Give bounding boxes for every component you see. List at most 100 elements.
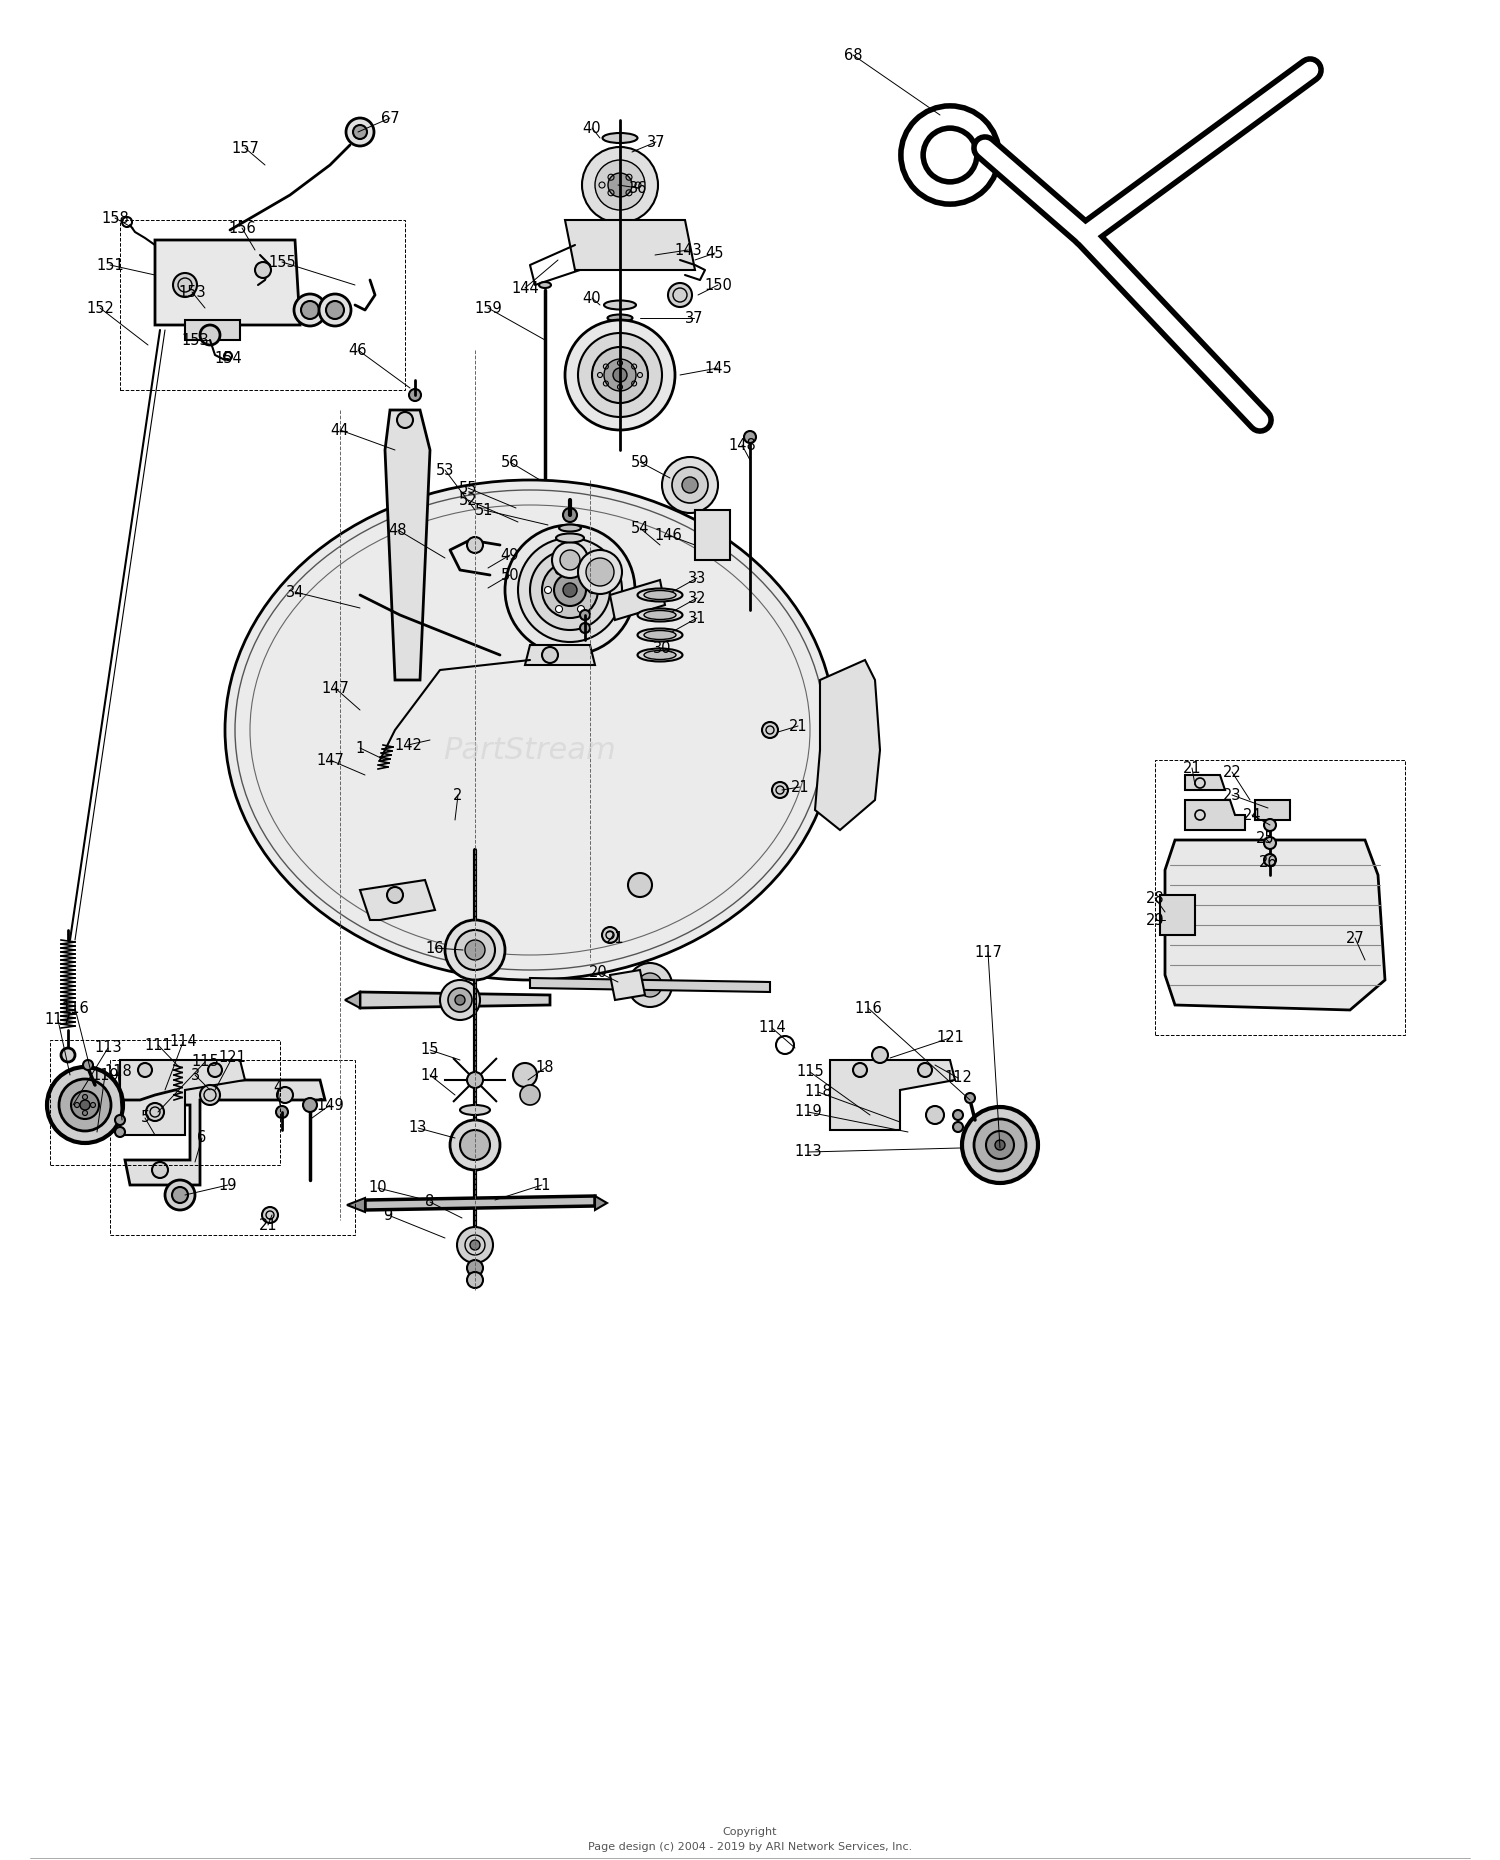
Text: 114: 114 — [758, 1021, 786, 1036]
Circle shape — [90, 1103, 96, 1107]
Circle shape — [552, 541, 588, 578]
Circle shape — [448, 988, 472, 1012]
Circle shape — [303, 1097, 316, 1112]
Polygon shape — [184, 320, 240, 340]
Ellipse shape — [638, 588, 682, 601]
Circle shape — [542, 647, 558, 662]
Text: 21: 21 — [606, 930, 624, 945]
Text: 118: 118 — [104, 1064, 132, 1079]
Polygon shape — [815, 660, 880, 830]
Circle shape — [562, 508, 578, 523]
Circle shape — [352, 125, 368, 140]
Text: 30: 30 — [652, 640, 672, 655]
Text: 21: 21 — [1182, 761, 1202, 776]
Text: 26: 26 — [1258, 854, 1278, 869]
Circle shape — [772, 781, 788, 798]
Circle shape — [544, 586, 552, 593]
Text: 143: 143 — [674, 242, 702, 257]
Circle shape — [200, 1084, 220, 1105]
Text: 40: 40 — [582, 121, 602, 136]
Polygon shape — [154, 240, 300, 326]
Circle shape — [555, 567, 562, 575]
Text: 6: 6 — [198, 1131, 207, 1146]
Circle shape — [962, 1107, 1038, 1183]
Circle shape — [614, 368, 627, 381]
Circle shape — [562, 582, 578, 597]
Circle shape — [628, 963, 672, 1006]
Polygon shape — [596, 1196, 608, 1211]
Polygon shape — [386, 409, 430, 681]
Circle shape — [596, 160, 645, 210]
Polygon shape — [124, 1081, 326, 1185]
Circle shape — [1256, 415, 1264, 424]
Text: 56: 56 — [501, 454, 519, 469]
Text: 153: 153 — [178, 285, 206, 299]
Circle shape — [138, 1064, 152, 1077]
Circle shape — [75, 1103, 80, 1107]
Circle shape — [926, 1107, 944, 1123]
Circle shape — [1251, 411, 1269, 430]
Circle shape — [152, 1162, 168, 1177]
Text: 24: 24 — [1242, 807, 1262, 822]
Text: 156: 156 — [228, 221, 256, 236]
Text: 28: 28 — [1146, 891, 1164, 906]
Circle shape — [582, 147, 658, 223]
Polygon shape — [346, 1198, 364, 1213]
Text: 116: 116 — [62, 1001, 88, 1016]
Text: 114: 114 — [170, 1034, 196, 1049]
Polygon shape — [120, 1060, 244, 1135]
Bar — [120, 219, 405, 391]
Text: 9: 9 — [384, 1207, 393, 1222]
Circle shape — [1264, 837, 1276, 848]
Polygon shape — [610, 971, 645, 1001]
Text: 121: 121 — [936, 1030, 964, 1045]
Ellipse shape — [638, 629, 682, 642]
Circle shape — [668, 283, 692, 307]
Text: 34: 34 — [286, 584, 304, 599]
Ellipse shape — [644, 631, 676, 640]
Circle shape — [592, 348, 648, 404]
Circle shape — [440, 980, 480, 1019]
Text: 21: 21 — [789, 718, 807, 733]
Circle shape — [276, 1107, 288, 1118]
Polygon shape — [345, 991, 360, 1008]
Circle shape — [506, 525, 634, 655]
Text: 118: 118 — [804, 1084, 832, 1099]
Text: 27: 27 — [1346, 930, 1365, 945]
Text: 147: 147 — [321, 681, 350, 696]
Text: 21: 21 — [258, 1218, 278, 1233]
Text: 31: 31 — [688, 610, 706, 625]
Circle shape — [566, 320, 675, 430]
Text: 67: 67 — [381, 110, 399, 125]
Circle shape — [578, 551, 622, 593]
Circle shape — [346, 117, 374, 145]
Text: 4: 4 — [273, 1081, 282, 1096]
Polygon shape — [1256, 800, 1290, 820]
Text: 1: 1 — [356, 740, 364, 755]
Text: 32: 32 — [687, 590, 706, 606]
Text: 11: 11 — [532, 1177, 552, 1192]
Circle shape — [172, 1187, 188, 1203]
Circle shape — [326, 301, 344, 320]
Circle shape — [608, 173, 631, 197]
Circle shape — [465, 939, 484, 960]
Text: 117: 117 — [44, 1012, 72, 1027]
Text: 55: 55 — [459, 480, 477, 495]
Circle shape — [62, 1047, 75, 1062]
Ellipse shape — [604, 301, 636, 309]
Text: 10: 10 — [369, 1181, 387, 1196]
Circle shape — [70, 1092, 99, 1120]
Circle shape — [1300, 61, 1318, 78]
Circle shape — [1264, 854, 1276, 867]
Text: 146: 146 — [654, 528, 682, 543]
Circle shape — [466, 1071, 483, 1088]
Circle shape — [398, 413, 412, 428]
Text: 40: 40 — [582, 290, 602, 305]
Circle shape — [555, 606, 562, 612]
Text: 113: 113 — [794, 1144, 822, 1159]
Circle shape — [520, 1084, 540, 1105]
Text: 115: 115 — [796, 1064, 824, 1079]
Ellipse shape — [644, 610, 676, 619]
Ellipse shape — [538, 283, 550, 288]
Text: 157: 157 — [231, 141, 260, 156]
